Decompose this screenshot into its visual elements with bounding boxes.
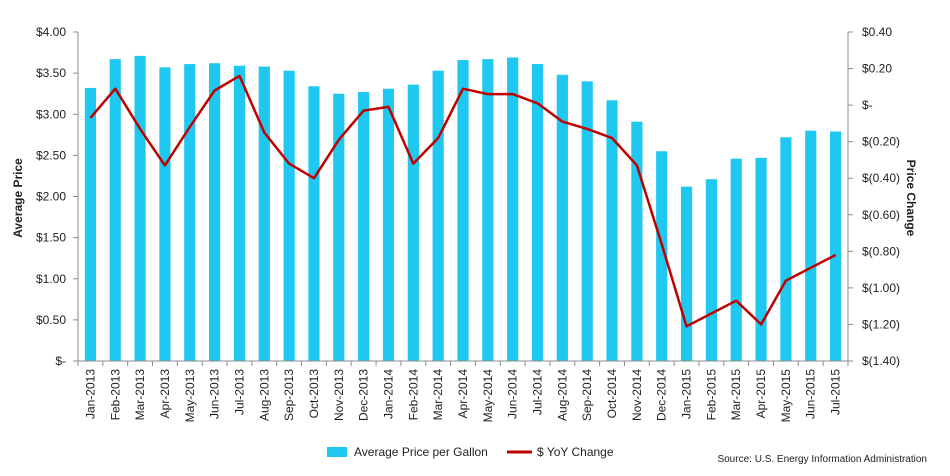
x-tick-label: Jan-2014 (382, 369, 396, 419)
x-tick-label: May-2015 (779, 369, 793, 423)
price-bar (382, 88, 395, 361)
price-bar (755, 157, 767, 361)
right-axis-ticks: $0.40 $0.20 $- $(0.20) $(0.40) $(0.60) $(0.80)… (848, 25, 900, 368)
left-tick-label: $1.50 (36, 231, 66, 245)
price-bar (283, 70, 295, 361)
x-tick-label: Jul-2014 (531, 369, 545, 415)
price-bar (531, 64, 544, 361)
price-bar (258, 66, 270, 362)
source-note: Source: U.S. Energy Information Administ… (717, 454, 927, 465)
left-tick-label: $0.50 (36, 313, 66, 327)
x-tick-label: Jul-2013 (233, 369, 247, 415)
left-axis-title: Average Price (11, 158, 25, 238)
price-bar (333, 93, 345, 361)
price-bar (829, 131, 842, 361)
yoy-change-series-line (89, 74, 837, 328)
right-tick-label: $(1.20) (862, 317, 900, 331)
price-bar (159, 67, 171, 362)
x-tick-label: Dec-2014 (655, 369, 669, 421)
right-tick-label: $(0.60) (862, 208, 900, 222)
price-bar (631, 121, 643, 361)
left-tick-label: $3.00 (36, 107, 66, 121)
right-tick-label: $(0.20) (862, 135, 900, 149)
price-bar (730, 158, 742, 361)
price-bar (358, 92, 370, 361)
price-bar (805, 130, 817, 361)
price-bars (84, 55, 842, 362)
price-bar (184, 64, 196, 361)
x-tick-label: Jan-2013 (83, 369, 97, 419)
x-tick-label: Oct-2013 (307, 369, 321, 419)
price-bar (581, 81, 593, 361)
x-tick-label: Aug-2014 (555, 369, 569, 421)
legend-line-label: $ YoY Change (537, 445, 614, 459)
price-bar (705, 179, 717, 361)
x-tick-label: Jul-2015 (829, 369, 843, 415)
left-tick-label: $1.00 (36, 272, 66, 286)
x-tick-label: Dec-2013 (357, 369, 371, 421)
legend: Average Price per Gallon $ YoY Change (327, 445, 614, 459)
price-bar (507, 57, 519, 362)
right-tick-label: $0.40 (862, 25, 892, 39)
right-tick-label: $(1.00) (862, 281, 900, 295)
price-bar (407, 84, 419, 361)
x-tick-label: Feb-2013 (108, 369, 122, 421)
left-axis-ticks: $- $0.50 $1.00 $1.50 $2.00 $2.50 $3.00 $3.50 $4.… (36, 25, 78, 368)
x-tick-label: Oct-2014 (605, 369, 619, 419)
left-tick-label: $4.00 (36, 25, 66, 39)
legend-bar-swatch (327, 447, 347, 457)
price-bar (109, 59, 121, 362)
legend-bar-label: Average Price per Gallon (354, 445, 488, 459)
right-tick-label: $- (862, 98, 873, 112)
price-bar (457, 59, 469, 362)
x-tick-label: Nov-2013 (332, 369, 346, 421)
x-tick-label: Sep-2013 (282, 369, 296, 421)
price-bar (308, 86, 320, 361)
left-tick-label: $3.50 (36, 66, 66, 80)
right-axis-title: Price Change (904, 160, 918, 237)
right-tick-label: $(1.40) (862, 354, 900, 368)
x-tick-label: May-2014 (481, 369, 495, 423)
x-tick-label: Jun-2015 (804, 369, 818, 419)
right-tick-label: $(0.40) (862, 171, 900, 185)
x-tick-label: Apr-2015 (754, 369, 768, 419)
x-tick-label: Jan-2015 (680, 369, 694, 419)
x-tick-label: Feb-2015 (704, 369, 718, 421)
right-tick-label: $(0.80) (862, 244, 900, 258)
x-axis-ticks: Jan-2013 Feb-2013 Mar-2013 Apr-2013 May-2013… (77, 361, 849, 423)
price-bar (606, 100, 618, 361)
price-bar (84, 87, 97, 362)
x-tick-label: Mar-2013 (133, 369, 147, 421)
price-bar (780, 137, 792, 361)
left-tick-label: $2.50 (36, 148, 66, 162)
left-tick-label: $2.00 (36, 190, 66, 204)
x-tick-label: Sep-2014 (580, 369, 594, 421)
price-bar (209, 63, 221, 361)
right-tick-label: $0.20 (862, 62, 892, 76)
price-bar (134, 55, 146, 361)
x-tick-label: Mar-2015 (729, 369, 743, 421)
x-tick-label: Nov-2014 (630, 369, 644, 421)
price-bar (432, 70, 444, 361)
x-tick-label: Jun-2013 (208, 369, 222, 419)
price-bar (556, 74, 568, 362)
x-tick-label: Apr-2014 (456, 369, 470, 419)
x-tick-label: Feb-2014 (406, 369, 420, 421)
price-bar (680, 186, 693, 361)
left-tick-label: $- (55, 354, 66, 368)
x-tick-label: Aug-2013 (257, 369, 271, 421)
x-tick-label: Jun-2014 (506, 369, 520, 419)
price-bar (482, 59, 494, 362)
price-bar (233, 65, 246, 361)
x-tick-label: Apr-2013 (158, 369, 172, 419)
x-tick-label: Mar-2014 (431, 369, 445, 421)
price-bar (656, 151, 668, 361)
x-tick-label: May-2013 (183, 369, 197, 423)
yoy-change-line (89, 74, 837, 328)
